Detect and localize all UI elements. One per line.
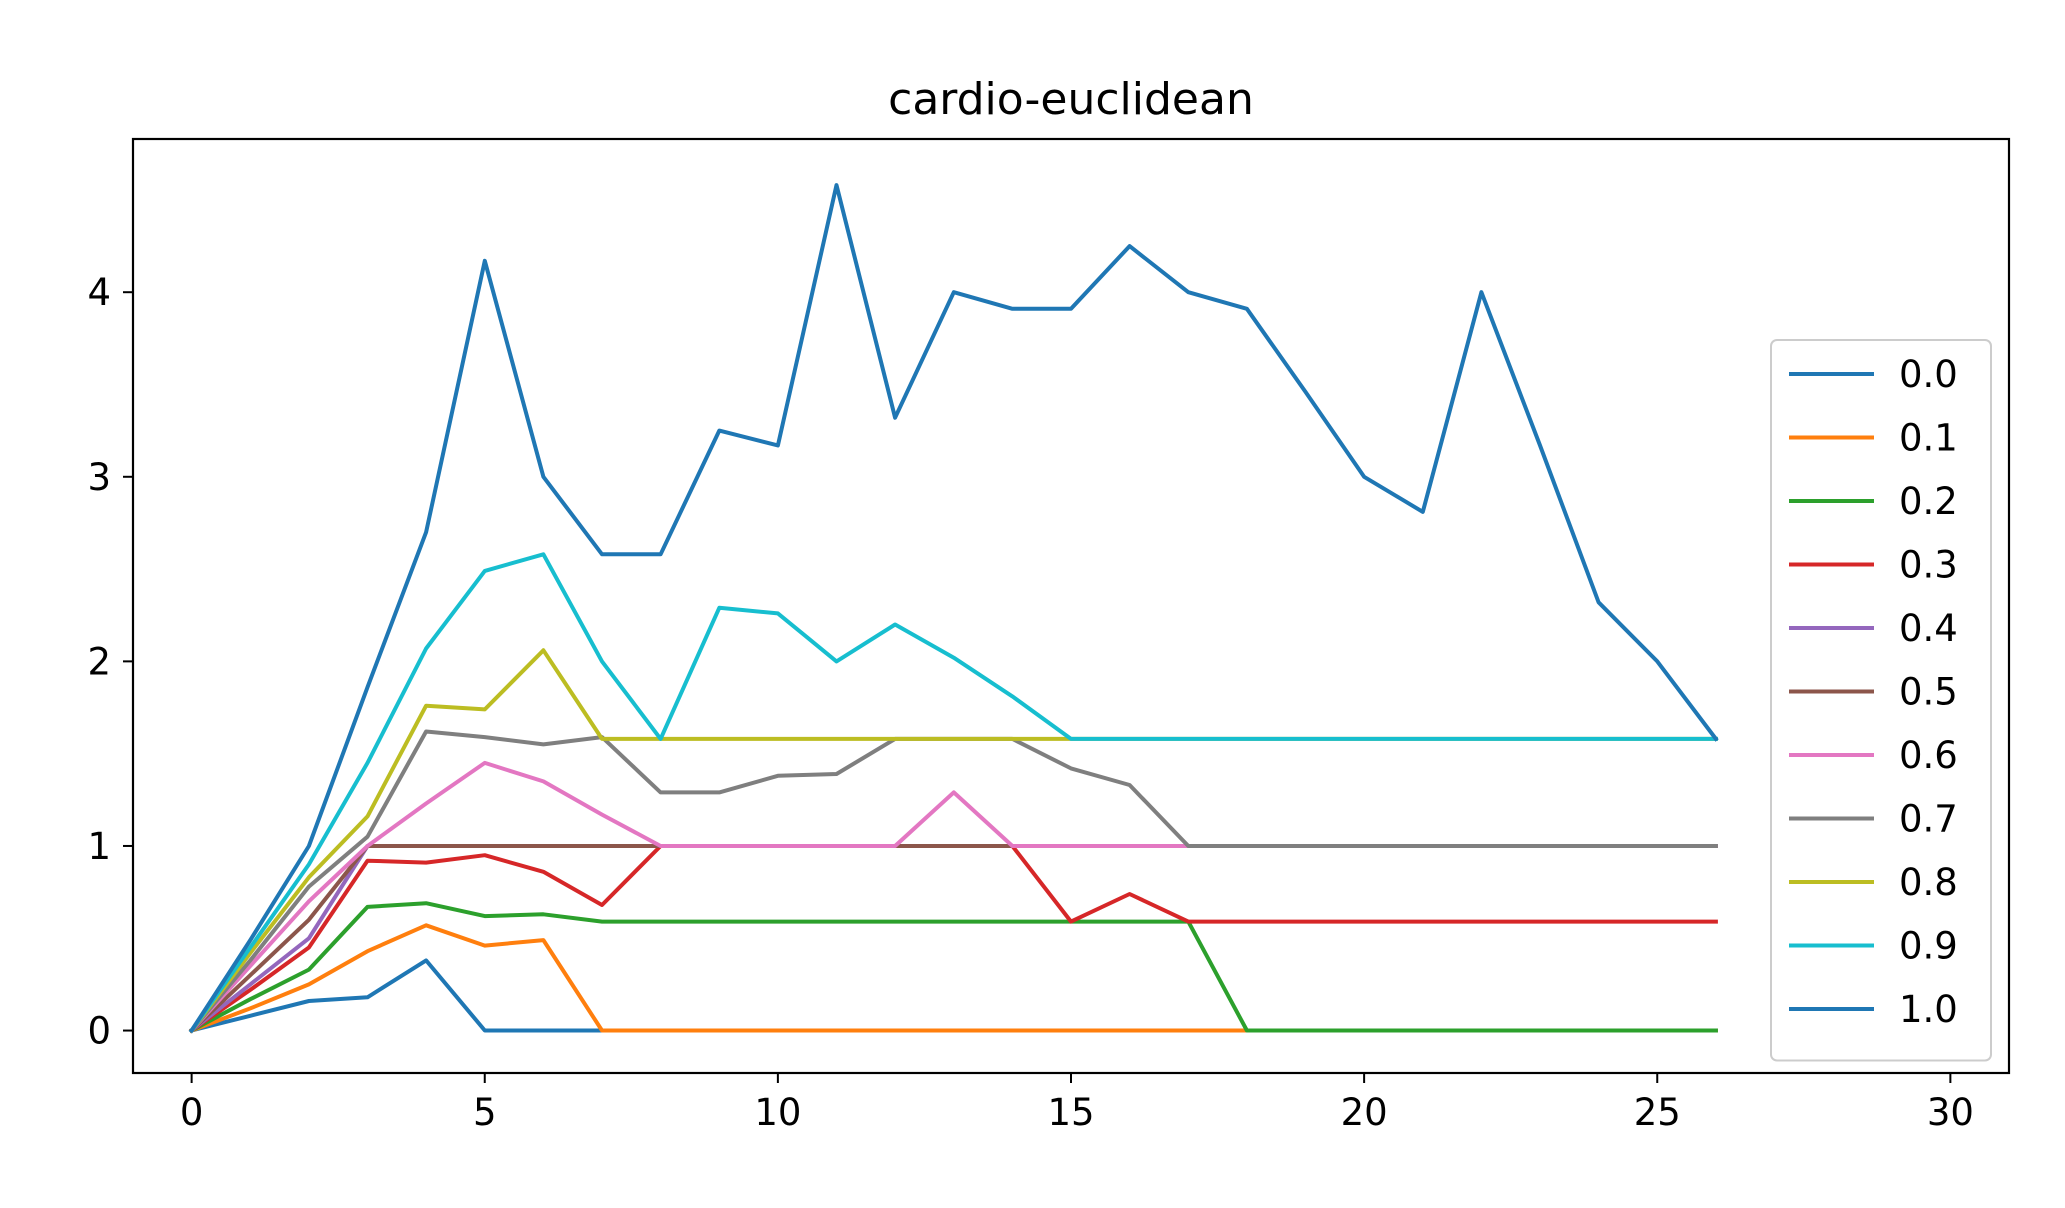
legend-label: 0.7 bbox=[1899, 798, 1958, 841]
series-line-0.9 bbox=[188, 552, 1718, 1034]
legend-label: 0.8 bbox=[1899, 861, 1958, 904]
chart-title: cardio-euclidean bbox=[888, 74, 1254, 125]
legend-label: 0.1 bbox=[1899, 417, 1958, 460]
x-tick-label: 0 bbox=[180, 1091, 204, 1134]
legend-label: 0.0 bbox=[1899, 353, 1958, 396]
legend-label: 1.0 bbox=[1899, 988, 1958, 1031]
x-tick-label: 20 bbox=[1341, 1091, 1388, 1134]
legend-label: 0.9 bbox=[1899, 925, 1958, 968]
legend-label: 0.6 bbox=[1899, 734, 1958, 777]
x-tick-label: 5 bbox=[473, 1091, 497, 1134]
series-layer bbox=[188, 183, 1719, 1034]
series-line-0.2 bbox=[188, 901, 1718, 1034]
series-line-1.0 bbox=[188, 183, 1719, 1034]
y-tick-label: 3 bbox=[87, 456, 111, 499]
legend-label: 0.2 bbox=[1899, 480, 1958, 523]
legend-label: 0.4 bbox=[1899, 607, 1958, 650]
legend-label: 0.3 bbox=[1899, 544, 1958, 587]
x-axis: 0 5 10 15 20 25 30 bbox=[180, 1073, 1974, 1134]
y-tick-label: 1 bbox=[87, 825, 111, 868]
legend: 0.0 0.1 0.2 0.3 0.4 0.5 0.6 0.7 0.8 0.9 1.0 bbox=[1770, 339, 1992, 1062]
x-tick-label: 15 bbox=[1047, 1091, 1094, 1134]
x-tick-label: 10 bbox=[754, 1091, 801, 1134]
x-tick-label: 30 bbox=[1927, 1091, 1974, 1134]
y-tick-label: 0 bbox=[87, 1010, 111, 1053]
legend-box bbox=[1770, 339, 1992, 1062]
x-tick-label: 25 bbox=[1634, 1091, 1681, 1134]
y-tick-label: 4 bbox=[87, 271, 111, 314]
legend-label: 0.5 bbox=[1899, 671, 1958, 714]
y-tick-label: 2 bbox=[87, 640, 111, 683]
y-axis: 0 1 2 3 4 bbox=[87, 271, 133, 1053]
